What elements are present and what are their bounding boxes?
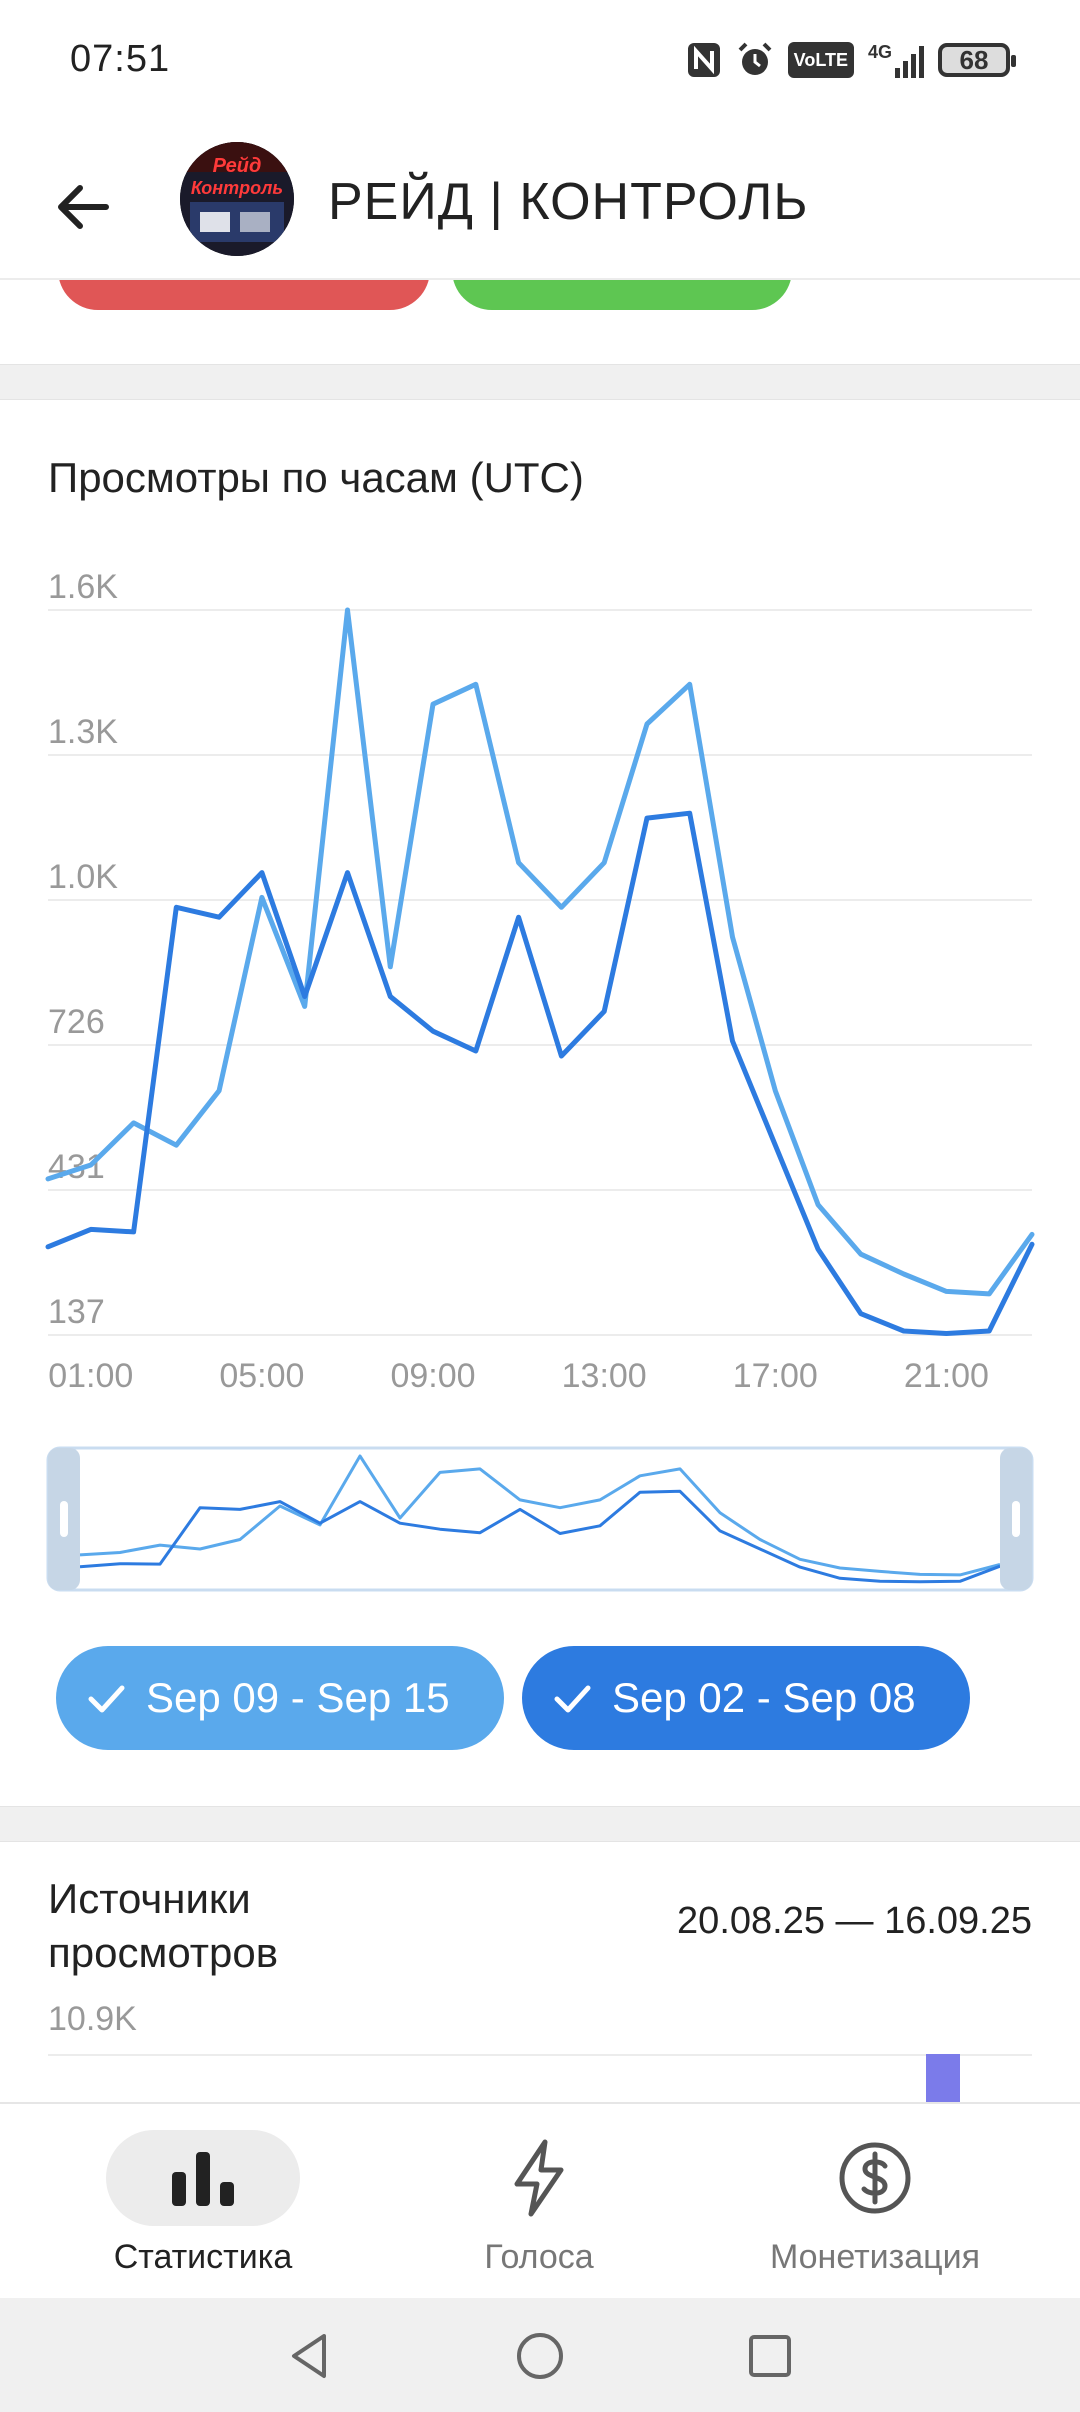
y-tick-label: 431 — [48, 1148, 105, 1186]
series-line-2 — [45, 810, 1035, 1336]
x-tick-label: 17:00 — [733, 1357, 818, 1395]
nav-label: Голоса — [484, 2238, 594, 2276]
sources-title: Источники просмотров — [48, 1875, 279, 1976]
back-arrow-icon[interactable] — [48, 172, 118, 242]
period-chip-sep02[interactable]: Sep 02 - Sep 08 — [522, 1646, 970, 1750]
nav-label: Статистика — [113, 2238, 293, 2276]
y-tick-label: 1.3K — [48, 713, 118, 751]
period-chip-label: Sep 02 - Sep 08 — [612, 1674, 916, 1721]
sources-date-range[interactable]: 20.08.25 — 16.09.25 — [677, 1900, 1032, 1942]
nav-icon-bg — [442, 2130, 636, 2226]
section-divider — [0, 364, 1080, 400]
nav-label: Монетизация — [769, 2238, 981, 2276]
back-triangle-icon[interactable] — [282, 2328, 338, 2384]
recents-square-icon[interactable] — [742, 2328, 798, 2384]
battery-level: 68 — [959, 44, 989, 75]
signal-4g-icon: 4G — [868, 42, 924, 78]
dollar-icon — [839, 2142, 911, 2214]
navigator-handle-right-grip — [1012, 1501, 1020, 1537]
status-time: 07:51 — [70, 38, 171, 80]
nav-item-votes[interactable]: Голоса — [442, 2104, 636, 2300]
sources-bar — [926, 2054, 960, 2102]
system-navigation-bar — [0, 2298, 1080, 2412]
y-tick-label: 1.0K — [48, 858, 118, 896]
nav-icon-bg — [106, 2130, 300, 2226]
sources-y-tick: 10.9K — [48, 2000, 137, 2038]
status-bar: 07:51 VoLTE 4G 68 — [0, 0, 1080, 124]
period-chip-label: Sep 09 - Sep 15 — [146, 1674, 450, 1721]
channel-avatar[interactable]: Рейд Контроль — [180, 142, 294, 256]
x-tick-label: 01:00 — [48, 1357, 133, 1395]
sources-gridline — [48, 2054, 1032, 2056]
series-line-1 — [45, 607, 1035, 1297]
y-tick-label: 137 — [48, 1293, 105, 1331]
home-circle-icon[interactable] — [512, 2328, 568, 2384]
period-chips: Sep 09 - Sep 15 Sep 02 - Sep 08 — [56, 1646, 970, 1750]
navigator-series-1 — [79, 1454, 1001, 1577]
y-tick-label: 1.6K — [48, 568, 118, 606]
navigator-series-2 — [79, 1489, 1001, 1584]
nav-item-statistics[interactable]: Статистика — [106, 2104, 300, 2300]
x-tick-label: 21:00 — [904, 1357, 989, 1395]
nfc-icon — [687, 43, 720, 77]
check-icon — [88, 1685, 125, 1713]
network-type: 4G — [867, 42, 892, 62]
channel-title: РЕЙД | КОНТРОЛЬ — [328, 173, 809, 231]
views-line-chart: 137 431 726 1.0K 1.3K 1.6K 01:00 05:00 09:00 13:0… — [45, 568, 1035, 1395]
x-tick-label: 09:00 — [390, 1357, 475, 1395]
bottom-navigation: Статистика Голоса Монетизация — [0, 2102, 1080, 2298]
nav-icon-bg — [778, 2130, 972, 2226]
chart-title: Просмотры по часам (UTC) — [48, 454, 584, 501]
navigator-handle-left-grip — [60, 1501, 68, 1537]
battery-icon: 68 — [938, 43, 1016, 77]
app-bar: Рейд Контроль РЕЙД | КОНТРОЛЬ — [0, 124, 1080, 280]
alarm-icon — [738, 42, 772, 75]
nav-item-monetization[interactable]: Монетизация — [740, 2104, 1010, 2300]
navigator-frame — [46, 1446, 1034, 1592]
avatar-image: Рейд Контроль — [180, 142, 294, 256]
x-tick-label: 13:00 — [562, 1357, 647, 1395]
check-icon — [554, 1685, 591, 1713]
section-divider — [0, 1806, 1080, 1842]
y-tick-label: 726 — [48, 1003, 105, 1041]
x-tick-label: 05:00 — [219, 1357, 304, 1395]
period-chip-sep09[interactable]: Sep 09 - Sep 15 — [56, 1646, 504, 1750]
status-icons: VoLTE 4G 68 — [686, 38, 1016, 82]
lightning-icon — [514, 2139, 564, 2217]
avatar-label-2: Контроль — [191, 178, 283, 198]
chart-range-navigator[interactable] — [0, 1440, 1080, 1600]
bar-chart-icon — [172, 2152, 234, 2206]
volte-icon: VoLTE — [787, 42, 854, 78]
avatar-label-1: Рейд — [213, 155, 262, 177]
